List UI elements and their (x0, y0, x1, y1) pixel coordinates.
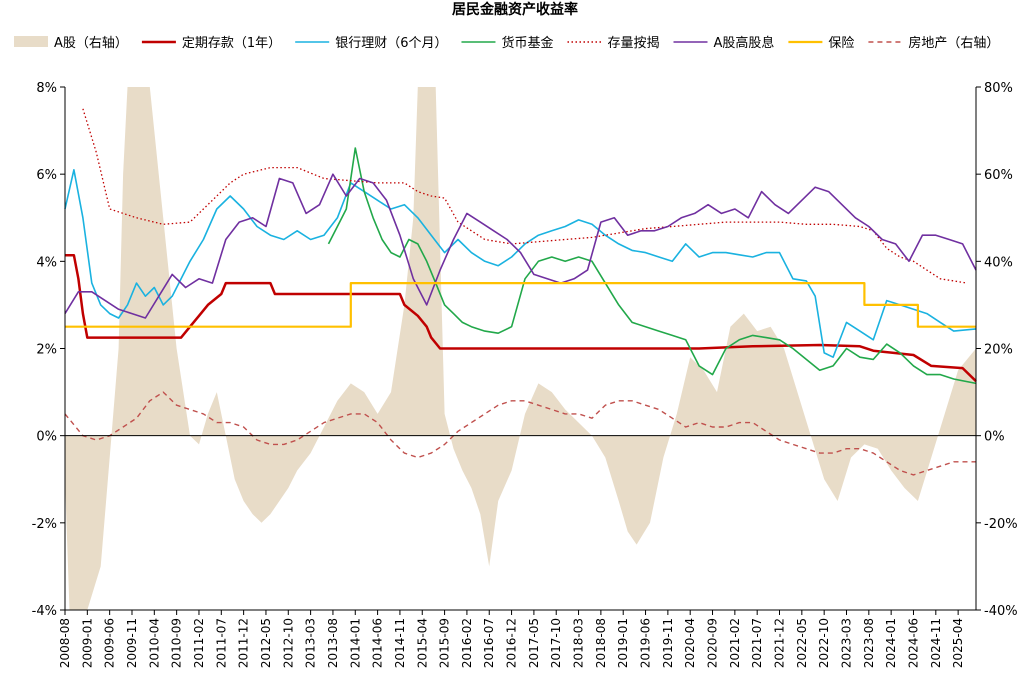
y-tick-label-left: 6% (36, 168, 57, 183)
series-3-line (327, 147, 977, 385)
y-tick-label-right: -20% (984, 517, 1018, 532)
x-tick-label: 2021-02 (728, 618, 742, 668)
x-tick-label: 2016-02 (460, 618, 474, 668)
x-tick-label: 2017-10 (549, 618, 563, 668)
x-tick-label: 2019-11 (661, 618, 675, 668)
x-tick-label: 2011-07 (214, 618, 228, 668)
legend-item-0: A股（右轴） (14, 36, 128, 51)
y-tick-label-right: 60% (984, 168, 1013, 183)
x-tick-label: 2019-01 (616, 618, 630, 668)
legend-item-3: 货币基金 (461, 35, 553, 51)
legend-label: 货币基金 (501, 35, 553, 51)
plot-area (64, 87, 977, 610)
x-tick-label: 2010-09 (170, 618, 184, 668)
x-tick-label: 2021-12 (773, 618, 787, 668)
x-tick-label: 2014-01 (348, 618, 362, 668)
x-tick-label: 2009-01 (80, 618, 94, 668)
x-tick-label: 2009-11 (125, 618, 139, 668)
legend-swatch (14, 36, 48, 47)
axes: -4% -2% 0% 2% 4% 6% 8% -40% -20% 0% 20% 40% 60% 80% 20… (32, 81, 1018, 668)
x-tick-label: 2023-08 (862, 618, 876, 668)
x-tick-label: 2010-04 (147, 618, 161, 668)
x-tick-label: 2012-05 (259, 618, 273, 668)
x-tick-label: 2014-06 (371, 618, 385, 668)
y-tick-label-left: -4% (32, 604, 57, 619)
x-tick-label: 2024-11 (929, 618, 943, 668)
legend-item-5: A股高股息 (673, 35, 775, 51)
legend-item-2: 银行理财（6个月） (295, 36, 447, 51)
series-7-line (64, 391, 976, 476)
x-tick-label: 2013-03 (304, 618, 318, 668)
x-tick-label: 2025-04 (951, 618, 965, 668)
y-tick-label-right: 0% (984, 430, 1005, 445)
legend-label: 房地产（右轴） (908, 35, 999, 51)
series-1-line (65, 253, 977, 383)
x-tick-label: 2016-07 (482, 618, 496, 668)
y-tick-label-right: 80% (984, 81, 1013, 96)
series-4-line (82, 108, 968, 284)
y-tick-label-left: -2% (32, 517, 57, 532)
y-tick-label-left: 4% (36, 255, 57, 270)
legend-item-6: 保险 (788, 36, 854, 51)
x-tick-label: 2018-08 (594, 618, 608, 668)
x-tick-label: 2024-01 (884, 618, 898, 668)
x-tick-label: 2022-05 (795, 618, 809, 668)
legend-label: 保险 (828, 36, 854, 51)
legend-label: 存量按揭 (607, 36, 659, 51)
x-tick-label: 2015-04 (415, 618, 429, 668)
legend: A股（右轴） 定期存款（1年） 银行理财（6个月） 货币基金 存量按揭 A股高股息 保险 房地… (14, 35, 999, 51)
x-tick-label: 2013-08 (326, 618, 340, 668)
x-tick-label: 2014-11 (393, 618, 407, 668)
series-5-line (64, 173, 977, 319)
series-0-area (65, 87, 976, 610)
chart-title: 居民金融资产收益率 (452, 1, 578, 18)
x-tick-label: 2024-06 (906, 618, 920, 668)
x-tick-label: 2017-05 (527, 618, 541, 668)
x-tick-label: 2020-04 (683, 618, 697, 668)
series-2-line (64, 169, 977, 358)
legend-label: 银行理财（6个月） (335, 36, 447, 51)
legend-item-7: 房地产（右轴） (868, 35, 999, 51)
x-tick-label: 2009-06 (103, 618, 117, 668)
x-tick-label: 2008-08 (58, 618, 72, 668)
x-tick-label: 2012-10 (281, 618, 295, 668)
y-tick-label-left: 2% (36, 343, 57, 358)
legend-label: 定期存款（1年） (182, 36, 281, 51)
x-tick-label: 2020-09 (706, 618, 720, 668)
y-tick-label-right: -40% (984, 604, 1018, 619)
x-tick-label: 2015-09 (438, 618, 452, 668)
y-tick-label-left: 0% (36, 430, 57, 445)
x-tick-label: 2023-03 (839, 618, 853, 668)
x-tick-label: 2021-07 (750, 618, 764, 668)
series-6-line (65, 282, 976, 328)
legend-label: A股高股息 (714, 35, 775, 51)
x-tick-label: 2016-12 (505, 618, 519, 668)
x-tick-label: 2011-02 (192, 618, 206, 668)
legend-item-4: 存量按揭 (567, 36, 660, 51)
y-tick-label-right: 20% (984, 343, 1013, 358)
y-tick-label-right: 40% (984, 255, 1013, 270)
x-tick-label: 2019-06 (639, 618, 653, 668)
y-tick-label-left: 8% (36, 81, 57, 96)
x-tick-label: 2022-10 (817, 618, 831, 668)
legend-label: A股（右轴） (54, 36, 128, 51)
x-tick-label: 2018-03 (572, 618, 586, 668)
legend-item-1: 定期存款（1年） (141, 36, 281, 51)
x-tick-label: 2011-12 (237, 618, 251, 668)
